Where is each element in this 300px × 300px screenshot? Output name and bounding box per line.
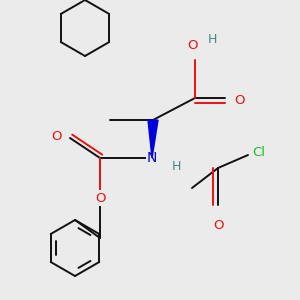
Text: Cl: Cl: [252, 146, 265, 160]
Text: O: O: [52, 130, 62, 142]
Text: H: H: [172, 160, 182, 172]
Text: O: O: [213, 219, 223, 232]
Text: O: O: [234, 94, 244, 106]
Text: O: O: [95, 191, 105, 205]
Text: H: H: [208, 33, 218, 46]
Polygon shape: [148, 120, 158, 158]
Text: N: N: [147, 151, 157, 165]
Text: O: O: [188, 39, 198, 52]
